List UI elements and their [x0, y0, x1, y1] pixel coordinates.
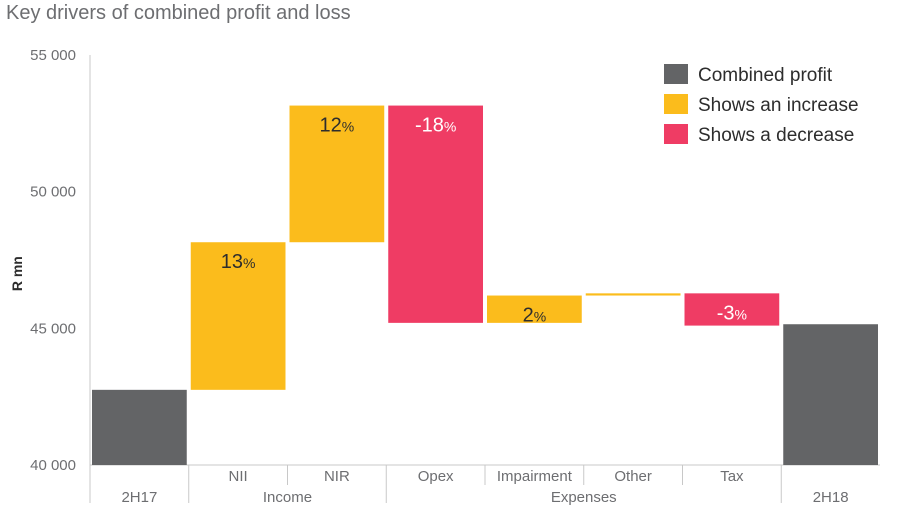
data-label-tax: -3%	[717, 302, 747, 324]
data-label-impairment: 2%	[523, 305, 547, 327]
x-group-label: Income	[263, 489, 312, 506]
x-category-label: Opex	[418, 468, 454, 485]
x-category-label: NII	[229, 468, 248, 485]
y-tick-label: 55 000	[30, 47, 76, 64]
x-category-label: Impairment	[497, 468, 573, 485]
bar-tax	[684, 293, 780, 326]
chart-title: Key drivers of combined profit and loss	[6, 2, 351, 24]
x-category-label: Other	[614, 468, 652, 485]
x-category-label: NIR	[324, 468, 350, 485]
bar-2h18	[783, 324, 878, 465]
legend-label-decrease: Shows a decrease	[698, 125, 854, 146]
data-label-opex: -18%	[415, 115, 456, 137]
x-category-label: Tax	[720, 468, 744, 485]
y-tick-label: 40 000	[30, 457, 76, 474]
legend-swatch-increase	[664, 94, 688, 114]
bar-nii	[190, 242, 286, 390]
data-label-nii: 13%	[221, 251, 256, 273]
x-group-label: Expenses	[551, 489, 617, 506]
bar-opex	[388, 105, 483, 323]
y-axis-title: R mn	[9, 256, 25, 291]
y-tick-label: 50 000	[30, 184, 76, 201]
bar-impairment	[487, 295, 582, 323]
data-label-nir: 12%	[320, 115, 355, 137]
x-group-label: 2H18	[813, 489, 849, 506]
legend-swatch-total	[664, 64, 688, 84]
bar-nir	[289, 105, 385, 243]
bar-other	[585, 293, 681, 296]
x-group-label: 2H17	[121, 489, 157, 506]
legend-label-increase: Shows an increase	[698, 95, 859, 116]
legend-label-total: Combined profit	[698, 65, 833, 86]
legend-swatch-decrease	[664, 124, 688, 144]
bar-2h17	[92, 389, 187, 465]
y-tick-label: 45 000	[30, 320, 76, 337]
